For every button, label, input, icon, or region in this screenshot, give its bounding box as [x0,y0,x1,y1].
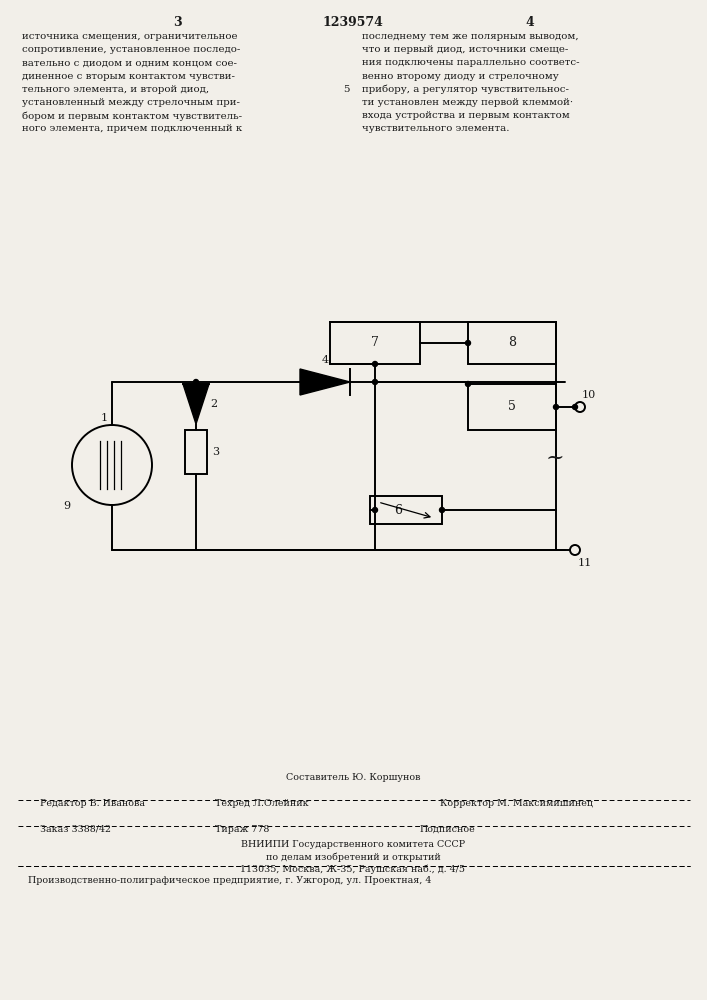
Bar [468,322,556,364]
Circle shape [373,361,378,366]
Circle shape [573,404,578,410]
Text: 1: 1 [100,413,107,423]
Circle shape [194,379,199,384]
Text: 5: 5 [344,85,350,94]
Text: что и первый диод, источники смеще-: что и первый диод, источники смеще- [362,45,568,54]
Text: чувствительного элемента.: чувствительного элемента. [362,124,510,133]
Circle shape [373,379,378,384]
Text: установленный между стрелочным при-: установленный между стрелочным при- [22,98,240,107]
Text: диненное с вторым контактом чувстви-: диненное с вторым контактом чувстви- [22,72,235,81]
Circle shape [465,340,470,346]
Polygon shape [183,384,209,424]
Text: ного элемента, причем подключенный к: ного элемента, причем подключенный к [22,124,242,133]
Bar [370,496,442,524]
Circle shape [554,404,559,410]
Text: тельного элемента, и второй диод,: тельного элемента, и второй диод, [22,85,209,94]
Circle shape [465,381,470,386]
Bar [185,430,207,474]
Text: Составитель Ю. Коршунов: Составитель Ю. Коршунов [286,773,420,782]
Text: 8: 8 [508,336,516,350]
Text: входа устройства и первым контактом: входа устройства и первым контактом [362,111,570,120]
Circle shape [373,508,378,512]
Text: 3: 3 [173,16,181,29]
Text: ния подключены параллельно соответс-: ния подключены параллельно соответс- [362,58,580,67]
Text: 4: 4 [525,16,534,29]
Text: 3: 3 [212,447,219,457]
Text: прибору, а регулятор чувствительнос-: прибору, а регулятор чувствительнос- [362,85,569,94]
Text: венно второму диоду и стрелочному: венно второму диоду и стрелочному [362,72,559,81]
Text: 2: 2 [210,399,217,409]
Polygon shape [300,369,350,395]
Text: 1239574: 1239574 [322,16,383,29]
Bar [330,322,420,364]
Text: 10: 10 [582,390,596,400]
Text: сопротивление, установленное последо-: сопротивление, установленное последо- [22,45,240,54]
Text: Подписное: Подписное [420,825,476,834]
Text: 6: 6 [394,504,402,516]
Text: 4: 4 [322,355,329,365]
Text: Производственно-полиграфическое предприятие, г. Ужгород, ул. Проектная, 4: Производственно-полиграфическое предприя… [28,876,431,885]
Text: ВНИИПИ Государственного комитета СССР: ВНИИПИ Государственного комитета СССР [241,840,465,849]
Text: Редактор В. Иванова: Редактор В. Иванова [40,799,145,808]
Text: 11: 11 [578,558,592,568]
Text: Корректор М. Максимишинец: Корректор М. Максимишинец [440,799,593,808]
Bar [468,384,556,430]
Text: ти установлен между первой клеммой·: ти установлен между первой клеммой· [362,98,573,107]
Text: 113035, Москва, Ж-35, Раушская наб., д. 4/5: 113035, Москва, Ж-35, Раушская наб., д. … [240,864,465,874]
Text: по делам изобретений и открытий: по делам изобретений и открытий [266,852,440,861]
Text: бором и первым контактом чувствитель-: бором и первым контактом чувствитель- [22,111,242,121]
Text: 5: 5 [508,400,516,414]
Text: Техред Л.Олейник: Техред Л.Олейник [215,799,309,808]
Text: 9: 9 [63,501,70,511]
Text: Тираж 778: Тираж 778 [215,825,269,834]
Text: ~: ~ [546,447,564,469]
Text: Заказ 3388/42: Заказ 3388/42 [40,825,111,834]
Text: источника смещения, ограничительное: источника смещения, ограничительное [22,32,238,41]
Text: 7: 7 [371,336,379,350]
Circle shape [440,508,445,512]
Text: последнему тем же полярным выводом,: последнему тем же полярным выводом, [362,32,578,41]
Text: вательно с диодом и одним концом сое-: вательно с диодом и одним концом сое- [22,58,237,67]
